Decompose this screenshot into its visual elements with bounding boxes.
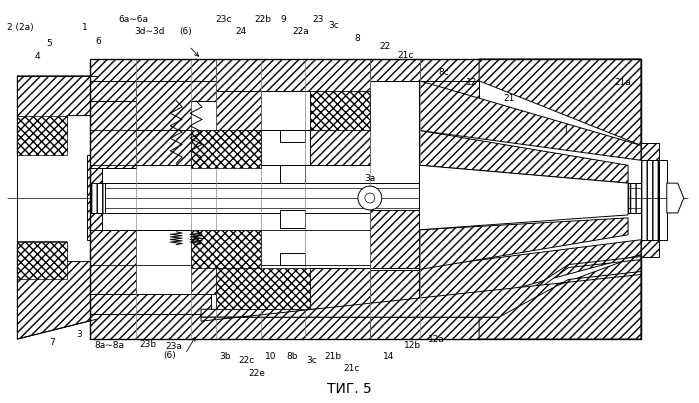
Text: 22: 22 [379, 42, 390, 51]
Text: 14: 14 [383, 352, 394, 361]
Bar [89, 183, 105, 213]
Polygon shape [419, 240, 641, 314]
Bar [233, 125, 252, 140]
Text: 8a∼8a: 8a∼8a [94, 341, 124, 351]
Polygon shape [136, 81, 216, 165]
Polygon shape [419, 131, 628, 183]
Text: 24: 24 [235, 27, 246, 36]
Bar [641, 160, 659, 240]
Circle shape [358, 186, 382, 210]
Polygon shape [17, 76, 96, 155]
Text: 8: 8 [354, 33, 360, 43]
Text: 8c: 8c [438, 69, 449, 77]
Bar [280, 253, 305, 264]
Text: 23b: 23b [140, 339, 157, 349]
Text: 3a: 3a [364, 174, 375, 183]
Polygon shape [479, 255, 641, 339]
Text: 21c: 21c [398, 50, 414, 60]
Text: 23a: 23a [166, 343, 182, 351]
Text: ΤИГ. 5: ΤИГ. 5 [326, 382, 371, 396]
Circle shape [365, 193, 375, 203]
Text: 21a: 21a [614, 78, 631, 87]
Text: (6): (6) [179, 27, 192, 36]
Polygon shape [310, 268, 370, 314]
Polygon shape [216, 91, 370, 131]
Polygon shape [89, 294, 211, 314]
Text: 5: 5 [46, 39, 52, 48]
Text: 3b: 3b [219, 352, 231, 361]
Text: (6): (6) [163, 351, 175, 360]
Bar [628, 183, 641, 213]
Polygon shape [89, 81, 211, 101]
Polygon shape [370, 210, 479, 270]
Polygon shape [419, 165, 628, 230]
Text: 12b: 12b [404, 341, 421, 351]
Bar [280, 165, 305, 183]
Text: 10: 10 [265, 352, 276, 361]
Polygon shape [201, 272, 641, 321]
Text: 6: 6 [96, 37, 101, 46]
Polygon shape [216, 268, 261, 314]
Text: 12a: 12a [428, 334, 445, 343]
Polygon shape [216, 91, 370, 131]
Polygon shape [370, 270, 479, 339]
Polygon shape [89, 230, 136, 294]
Polygon shape [419, 218, 628, 270]
Bar [280, 131, 305, 142]
Bar [87, 155, 102, 240]
Polygon shape [89, 314, 479, 339]
Polygon shape [310, 91, 370, 131]
Polygon shape [201, 257, 641, 317]
Polygon shape [419, 81, 641, 160]
Text: 8b: 8b [287, 352, 298, 361]
Text: 3c: 3c [329, 21, 340, 30]
Text: 9: 9 [280, 15, 287, 24]
Text: 21: 21 [503, 94, 514, 103]
Text: 22e: 22e [248, 369, 265, 378]
Bar [89, 183, 641, 213]
Polygon shape [89, 59, 479, 81]
Polygon shape [191, 230, 261, 268]
Text: 21c: 21c [344, 364, 360, 373]
Bar [280, 210, 305, 228]
Text: 22c: 22c [238, 356, 255, 366]
Text: J: J [564, 126, 567, 135]
Bar [641, 240, 659, 257]
Polygon shape [479, 59, 641, 145]
Polygon shape [17, 116, 67, 155]
Polygon shape [370, 81, 479, 131]
Text: 22b: 22b [254, 15, 271, 24]
Text: 3c: 3c [306, 356, 317, 366]
Polygon shape [216, 268, 310, 309]
Text: 21b: 21b [324, 352, 342, 361]
Polygon shape [216, 59, 370, 91]
Text: 12: 12 [466, 78, 477, 87]
Polygon shape [136, 230, 216, 294]
Polygon shape [370, 59, 479, 81]
Text: 1: 1 [82, 23, 87, 32]
Polygon shape [89, 101, 136, 168]
Text: 22a: 22a [292, 27, 309, 36]
Polygon shape [17, 242, 67, 279]
Text: 7: 7 [49, 338, 55, 347]
Text: 6a∼6a: 6a∼6a [119, 15, 148, 24]
Polygon shape [191, 131, 261, 168]
Polygon shape [17, 242, 96, 339]
Bar [641, 143, 659, 160]
Polygon shape [136, 131, 370, 165]
Polygon shape [667, 183, 684, 213]
Polygon shape [216, 268, 370, 309]
Text: 2 (2a): 2 (2a) [7, 23, 34, 32]
Bar [659, 160, 667, 240]
Text: 3: 3 [76, 330, 82, 339]
Text: 3d∼3d: 3d∼3d [134, 27, 165, 36]
Text: 4: 4 [34, 52, 40, 60]
Text: 23: 23 [312, 15, 324, 24]
Text: 23c: 23c [216, 15, 232, 24]
